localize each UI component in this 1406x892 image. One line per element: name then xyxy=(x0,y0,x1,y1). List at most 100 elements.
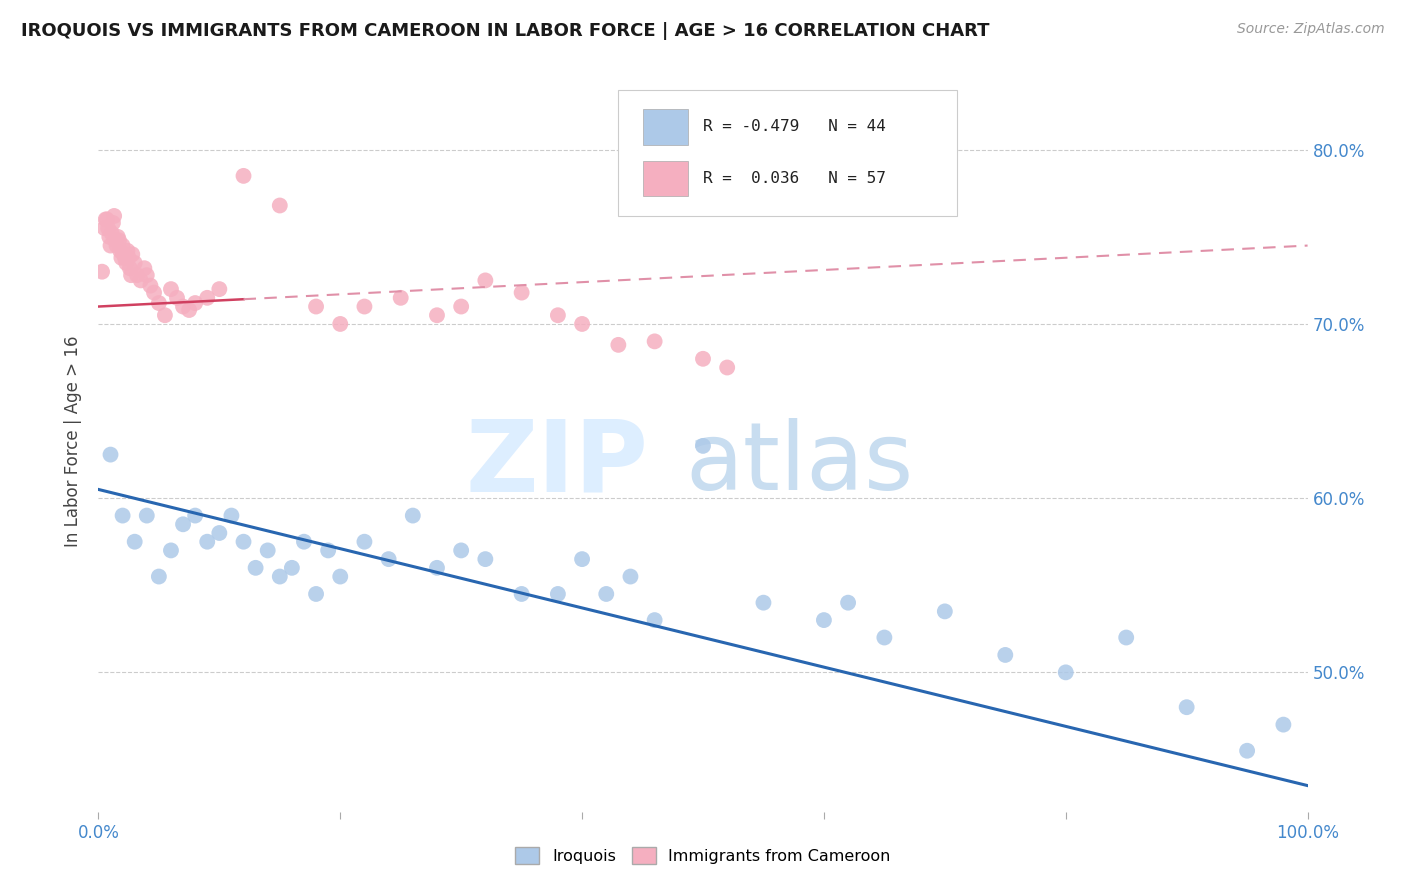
Point xyxy=(135,268,157,282)
Point xyxy=(692,351,714,366)
Point xyxy=(607,338,630,352)
Point xyxy=(269,198,291,212)
Point xyxy=(104,233,127,247)
Point xyxy=(139,278,162,293)
Point xyxy=(108,244,131,258)
Point xyxy=(474,273,496,287)
Point xyxy=(101,216,124,230)
Point xyxy=(114,251,136,265)
Point xyxy=(305,587,328,601)
Point xyxy=(1054,665,1077,680)
Point xyxy=(129,273,152,287)
Point xyxy=(873,631,896,645)
Point xyxy=(127,268,149,282)
Point xyxy=(124,534,146,549)
FancyBboxPatch shape xyxy=(643,161,689,196)
Point xyxy=(232,534,254,549)
Point xyxy=(124,256,146,270)
Point xyxy=(148,296,170,310)
Point xyxy=(134,261,156,276)
Point xyxy=(292,534,315,549)
Point xyxy=(195,534,218,549)
Point xyxy=(195,291,218,305)
Point xyxy=(221,508,243,523)
Point xyxy=(389,291,412,305)
Point xyxy=(172,517,194,532)
Point xyxy=(837,596,859,610)
Point xyxy=(1115,631,1137,645)
Point xyxy=(100,227,122,241)
Text: IROQUOIS VS IMMIGRANTS FROM CAMEROON IN LABOR FORCE | AGE > 16 CORRELATION CHART: IROQUOIS VS IMMIGRANTS FROM CAMEROON IN … xyxy=(21,22,990,40)
Point xyxy=(595,587,617,601)
Point xyxy=(91,265,114,279)
Point xyxy=(1236,744,1258,758)
Point xyxy=(184,508,207,523)
Point xyxy=(571,317,593,331)
Point xyxy=(256,543,278,558)
Point xyxy=(118,251,141,265)
Point xyxy=(353,534,375,549)
Point xyxy=(934,604,956,618)
Point xyxy=(108,233,131,247)
Point xyxy=(353,300,375,314)
Point xyxy=(232,169,254,183)
Point xyxy=(97,221,120,235)
Point xyxy=(166,291,188,305)
Point xyxy=(1175,700,1198,714)
Text: R = -0.479   N = 44: R = -0.479 N = 44 xyxy=(703,120,886,135)
Point xyxy=(450,300,472,314)
Point xyxy=(105,238,128,252)
Point xyxy=(208,282,231,296)
Point xyxy=(316,543,339,558)
Point xyxy=(153,308,176,322)
Point xyxy=(143,285,166,300)
Point xyxy=(547,308,569,322)
Point xyxy=(93,221,115,235)
Point xyxy=(96,212,118,227)
Point xyxy=(329,569,352,583)
Point xyxy=(118,261,141,276)
Point xyxy=(117,244,139,258)
Point xyxy=(510,285,533,300)
Point xyxy=(450,543,472,558)
Point xyxy=(644,613,666,627)
FancyBboxPatch shape xyxy=(643,109,689,145)
Text: R =  0.036   N = 57: R = 0.036 N = 57 xyxy=(703,171,886,186)
Point xyxy=(184,296,207,310)
Point xyxy=(94,212,117,227)
Text: Source: ZipAtlas.com: Source: ZipAtlas.com xyxy=(1237,22,1385,37)
Point xyxy=(100,238,122,252)
Point xyxy=(329,317,352,331)
Text: atlas: atlas xyxy=(686,417,914,509)
Point xyxy=(100,448,122,462)
Point xyxy=(377,552,399,566)
Point xyxy=(107,230,129,244)
Point xyxy=(426,561,449,575)
Point xyxy=(160,282,183,296)
Point xyxy=(111,508,134,523)
Point xyxy=(644,334,666,349)
Point xyxy=(1272,717,1295,731)
Point xyxy=(281,561,304,575)
Point xyxy=(112,247,135,261)
Point xyxy=(994,648,1017,662)
FancyBboxPatch shape xyxy=(619,90,957,216)
Point xyxy=(547,587,569,601)
Point xyxy=(716,360,738,375)
Point xyxy=(172,300,194,314)
Point xyxy=(148,569,170,583)
Point xyxy=(120,268,142,282)
Point xyxy=(111,238,134,252)
Point xyxy=(98,230,121,244)
Point xyxy=(752,596,775,610)
Point xyxy=(103,209,125,223)
Point xyxy=(426,308,449,322)
Point xyxy=(474,552,496,566)
Point xyxy=(269,569,291,583)
Point xyxy=(402,508,425,523)
Point xyxy=(245,561,267,575)
Point xyxy=(179,303,201,318)
Point xyxy=(121,247,143,261)
Y-axis label: In Labor Force | Age > 16: In Labor Force | Age > 16 xyxy=(65,335,83,548)
Point xyxy=(619,569,641,583)
